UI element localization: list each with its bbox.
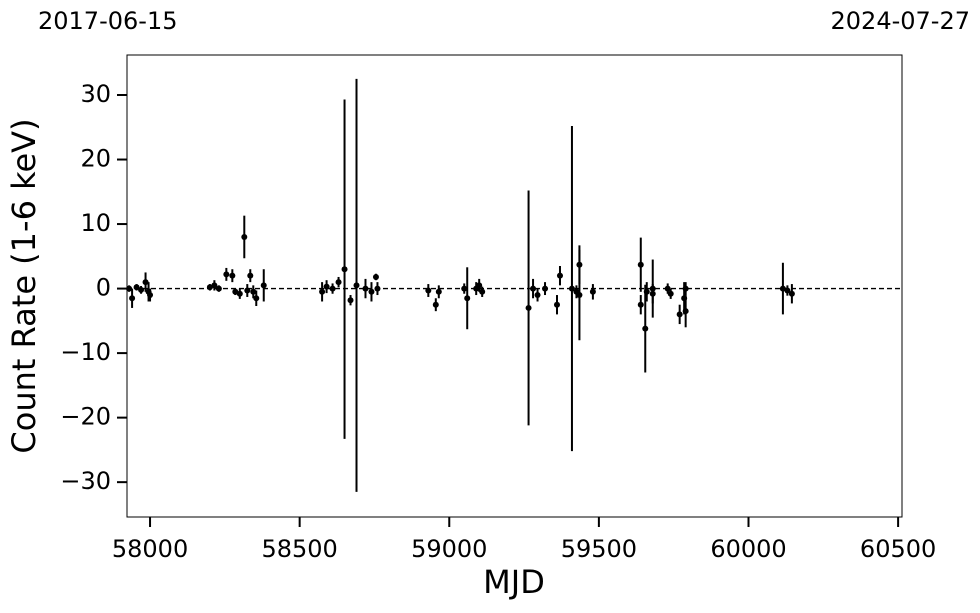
- data-point: [129, 295, 136, 302]
- x-axis-label: MJD: [483, 563, 545, 601]
- data-point: [368, 288, 375, 295]
- x-tick-label: 58000: [112, 535, 188, 563]
- data-point: [553, 301, 560, 308]
- data-point: [319, 288, 326, 295]
- data-point: [589, 288, 596, 295]
- data-point: [253, 295, 260, 302]
- x-tick-label: 59500: [561, 535, 637, 563]
- data-point: [362, 285, 369, 292]
- data-point: [637, 301, 644, 308]
- data-point: [576, 292, 583, 299]
- data-point: [530, 285, 537, 292]
- y-tick-label: −30: [60, 467, 111, 495]
- data-point: [464, 295, 471, 302]
- y-tick-label: −10: [60, 338, 111, 366]
- data-point: [682, 285, 689, 292]
- data-point: [241, 233, 248, 240]
- data-point: [341, 266, 348, 273]
- data-point: [142, 279, 149, 286]
- data-point: [223, 271, 230, 278]
- y-tick-label: 30: [80, 80, 111, 108]
- data-point: [247, 272, 254, 279]
- data-point: [556, 272, 563, 279]
- data-point: [432, 301, 439, 308]
- y-tick-label: 20: [80, 145, 111, 173]
- data-point: [335, 279, 342, 286]
- y-tick-label: 10: [80, 209, 111, 237]
- data-point: [664, 285, 671, 292]
- data-point: [229, 272, 236, 279]
- data-point: [138, 286, 145, 293]
- data-point: [372, 273, 379, 280]
- data-point: [353, 282, 360, 289]
- data-point: [649, 290, 656, 297]
- data-point: [788, 290, 795, 297]
- data-point: [637, 261, 644, 268]
- data-point: [667, 290, 674, 297]
- y-tick-label: 0: [96, 274, 111, 302]
- y-axis-label: Count Rate (1-6 keV): [5, 118, 43, 453]
- x-tick-label: 59000: [411, 535, 487, 563]
- data-point: [329, 285, 336, 292]
- data-point: [215, 285, 222, 292]
- x-tick-label: 58500: [261, 535, 337, 563]
- data-point: [232, 288, 239, 295]
- data-point: [244, 287, 251, 294]
- x-tick-label: 60000: [710, 535, 786, 563]
- data-point: [542, 285, 549, 292]
- data-point: [476, 282, 483, 289]
- data-point: [435, 288, 442, 295]
- top-label: 2017-06-15: [38, 7, 177, 35]
- data-point: [479, 288, 486, 295]
- x-tick-label: 60500: [860, 535, 936, 563]
- data-point: [568, 285, 575, 292]
- data-point: [147, 292, 154, 299]
- data-point: [461, 285, 468, 292]
- data-point: [323, 283, 330, 290]
- data-point: [642, 325, 649, 332]
- data-point: [525, 304, 532, 311]
- data-point: [133, 284, 140, 291]
- data-point: [374, 285, 381, 292]
- data-point: [425, 287, 432, 294]
- data-point: [784, 287, 791, 294]
- data-point: [236, 290, 243, 297]
- data-point: [534, 292, 541, 299]
- plot-frame: [126, 54, 903, 518]
- data-point: [779, 285, 786, 292]
- data-point: [682, 308, 689, 315]
- data-point: [676, 311, 683, 318]
- data-point: [643, 288, 650, 295]
- data-point: [250, 288, 257, 295]
- data-point: [260, 282, 267, 289]
- data-point: [211, 282, 218, 289]
- data-point: [347, 297, 354, 304]
- data-point: [126, 285, 133, 292]
- data-point: [206, 284, 213, 291]
- top-label: 2024-07-27: [831, 7, 970, 35]
- y-tick-label: −20: [60, 403, 111, 431]
